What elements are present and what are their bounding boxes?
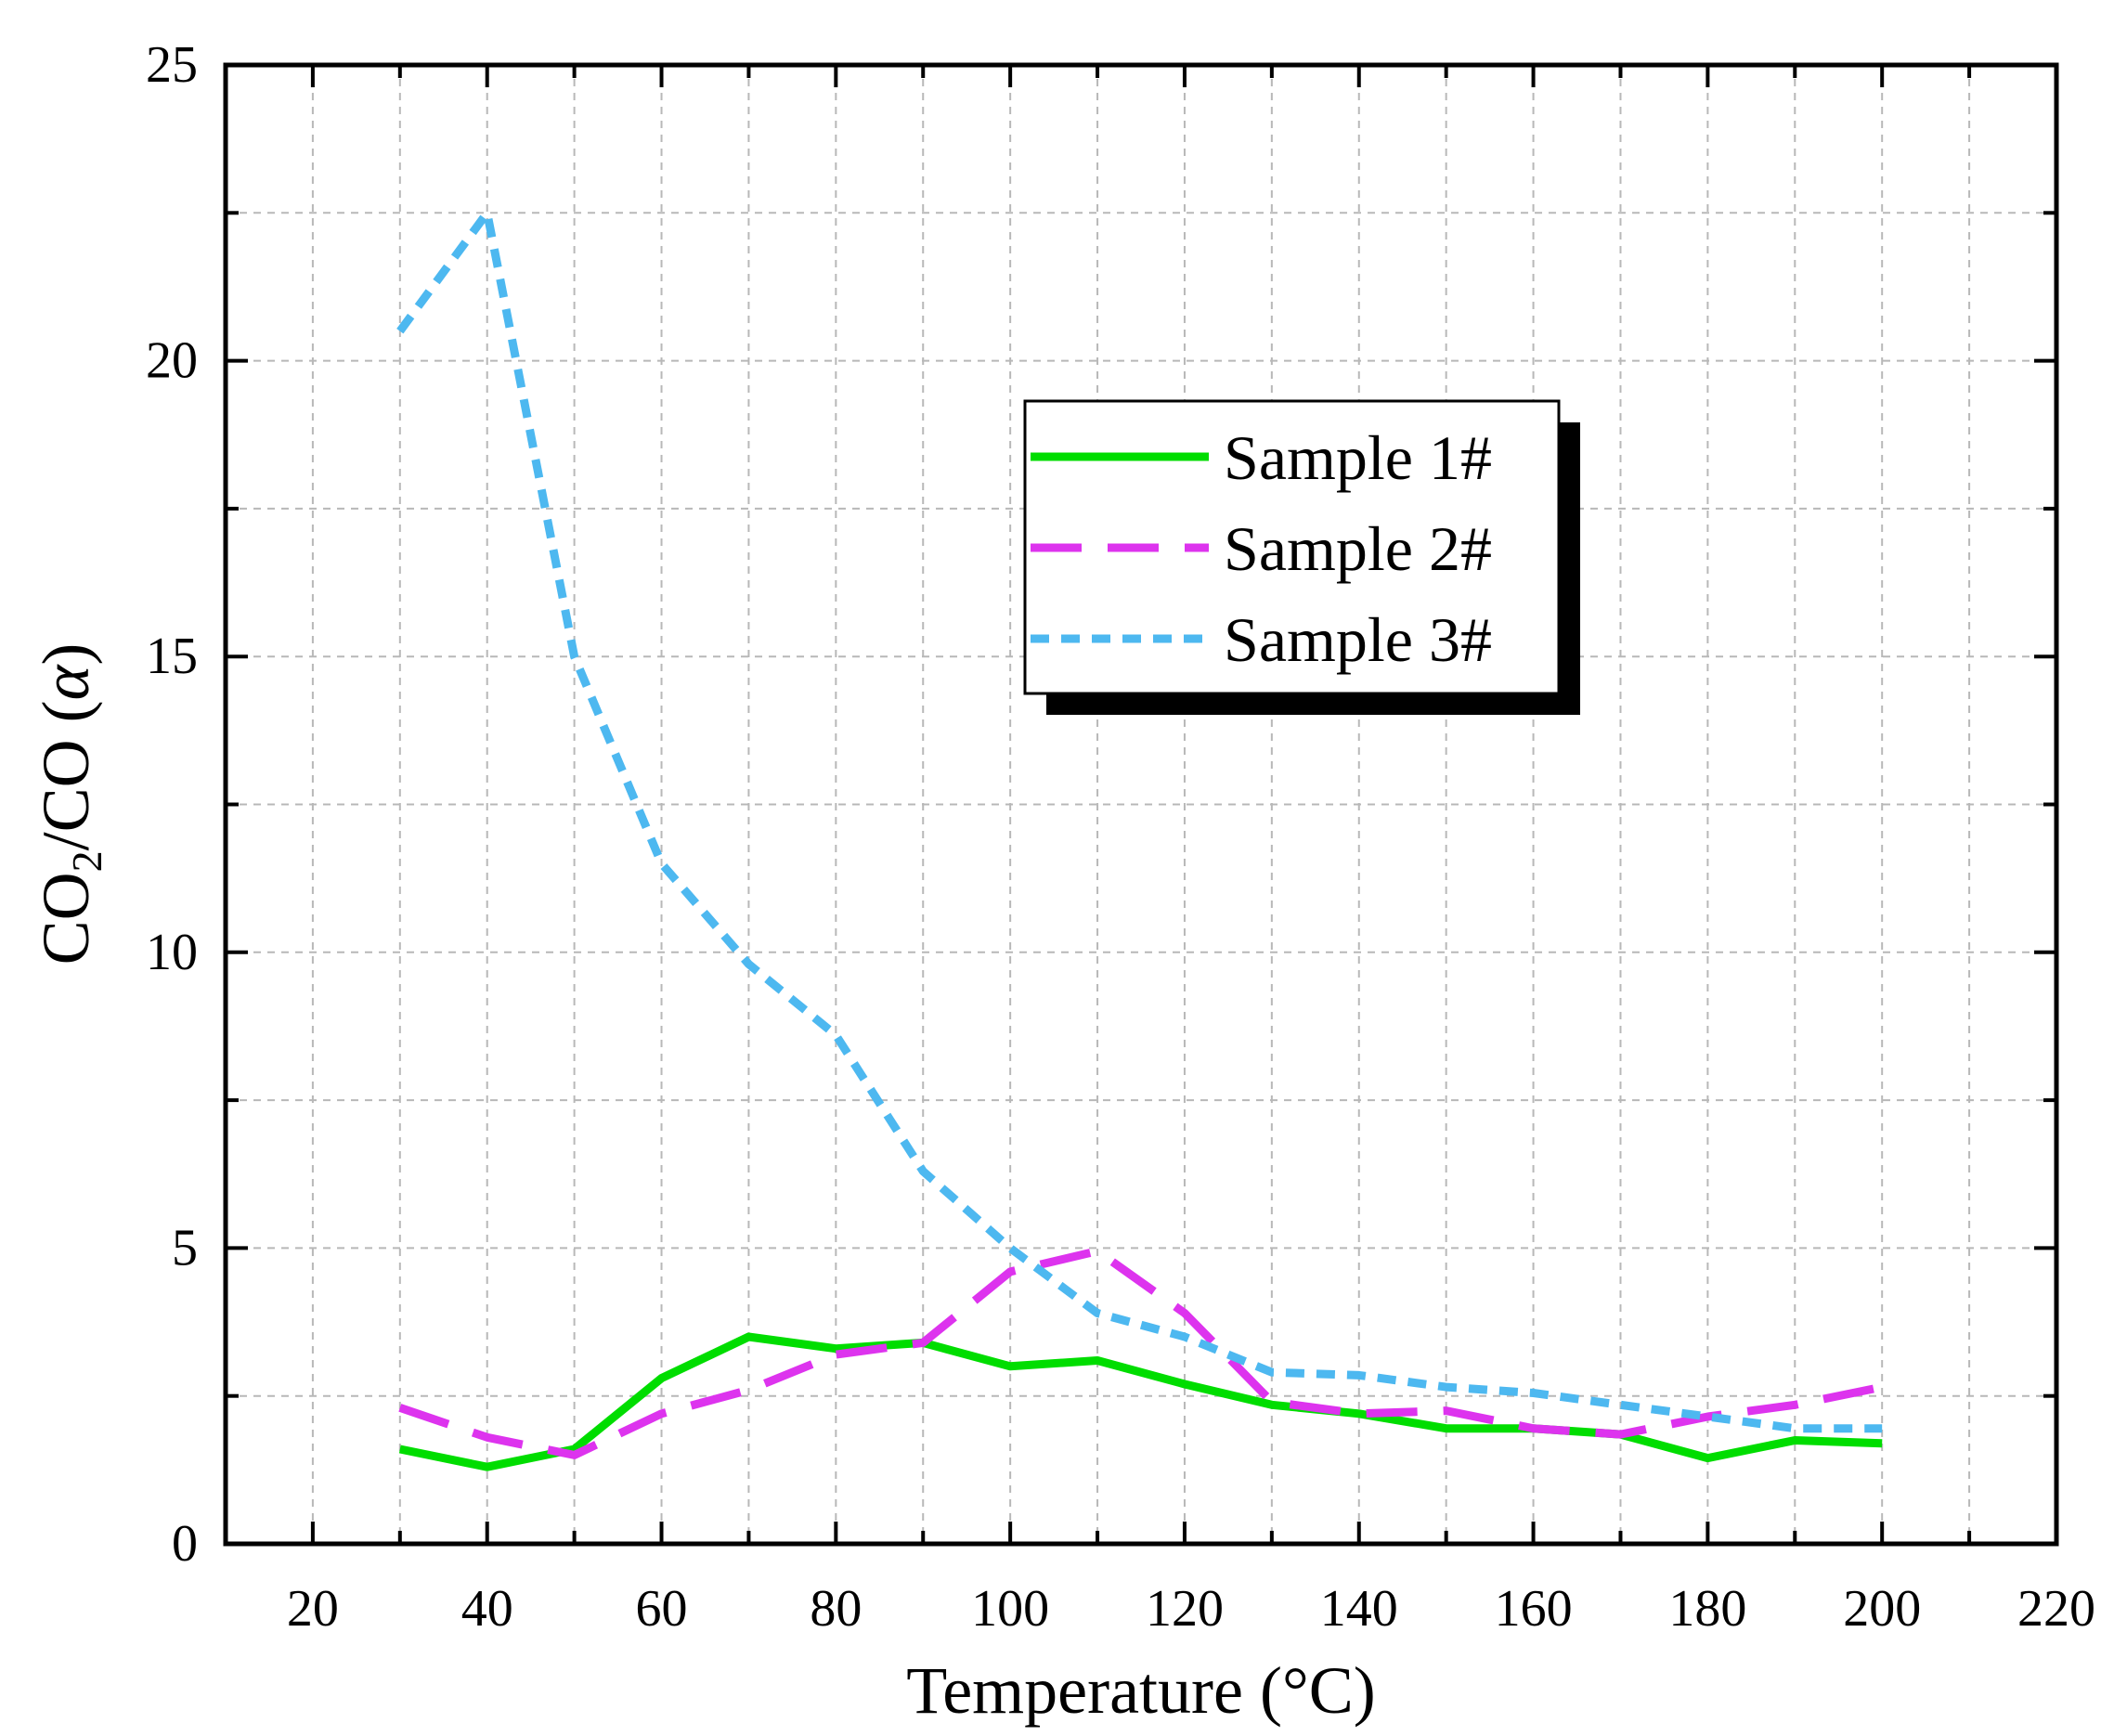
y-axis-title-middle: /CO ( [29, 700, 103, 850]
x-tick-labels: 20 40 60 80 100 120 140 160 180 200 220 [287, 1580, 2095, 1638]
legend-label-sample-3: Sample 3# [1224, 604, 1492, 675]
x-tick-label: 140 [1320, 1580, 1398, 1638]
series-group [396, 208, 1884, 1471]
legend-label-sample-1: Sample 1# [1224, 422, 1492, 493]
x-tick-label: 200 [1843, 1580, 1921, 1638]
y-axis-title-suffix: ) [29, 643, 103, 666]
x-tick-label: 20 [287, 1580, 339, 1638]
x-tick-label: 60 [636, 1580, 688, 1638]
x-tick-label: 100 [971, 1580, 1049, 1638]
x-tick-label: 220 [2017, 1580, 2095, 1638]
series-line-sample-1 [398, 1332, 1883, 1471]
x-axis-title: Temperature (°C) [906, 1653, 1376, 1728]
y-axis-title-symbol: α [29, 664, 103, 700]
y-axis-title-prefix: CO [29, 872, 103, 965]
series-line-sample-3 [396, 208, 1883, 1433]
y-tick-label: 25 [146, 36, 198, 94]
series-line-sample-2 [398, 1247, 1884, 1459]
y-tick-labels: 0 5 10 15 20 25 [146, 36, 198, 1573]
grid [226, 65, 2056, 1544]
y-tick-label: 5 [172, 1219, 198, 1276]
y-tick-label: 20 [146, 332, 198, 390]
x-tick-label: 180 [1668, 1580, 1746, 1638]
x-tick-label: 80 [810, 1580, 862, 1638]
x-tick-label: 160 [1495, 1580, 1573, 1638]
legend-label-sample-2: Sample 2# [1224, 513, 1492, 584]
x-tick-label: 120 [1146, 1580, 1224, 1638]
y-axis-title: CO2/CO (α) [29, 643, 110, 965]
y-tick-label: 10 [146, 924, 198, 981]
y-tick-label: 0 [172, 1515, 198, 1573]
y-tick-label: 15 [146, 628, 198, 685]
y-axis-title-subscript: 2 [63, 850, 110, 872]
x-tick-label: 40 [461, 1580, 513, 1638]
plot-frame [223, 62, 2059, 1547]
legend-entries: Sample 1# Sample 2# Sample 3# [1031, 422, 1492, 675]
legend: Sample 1# Sample 2# Sample 3# [1023, 399, 1580, 715]
